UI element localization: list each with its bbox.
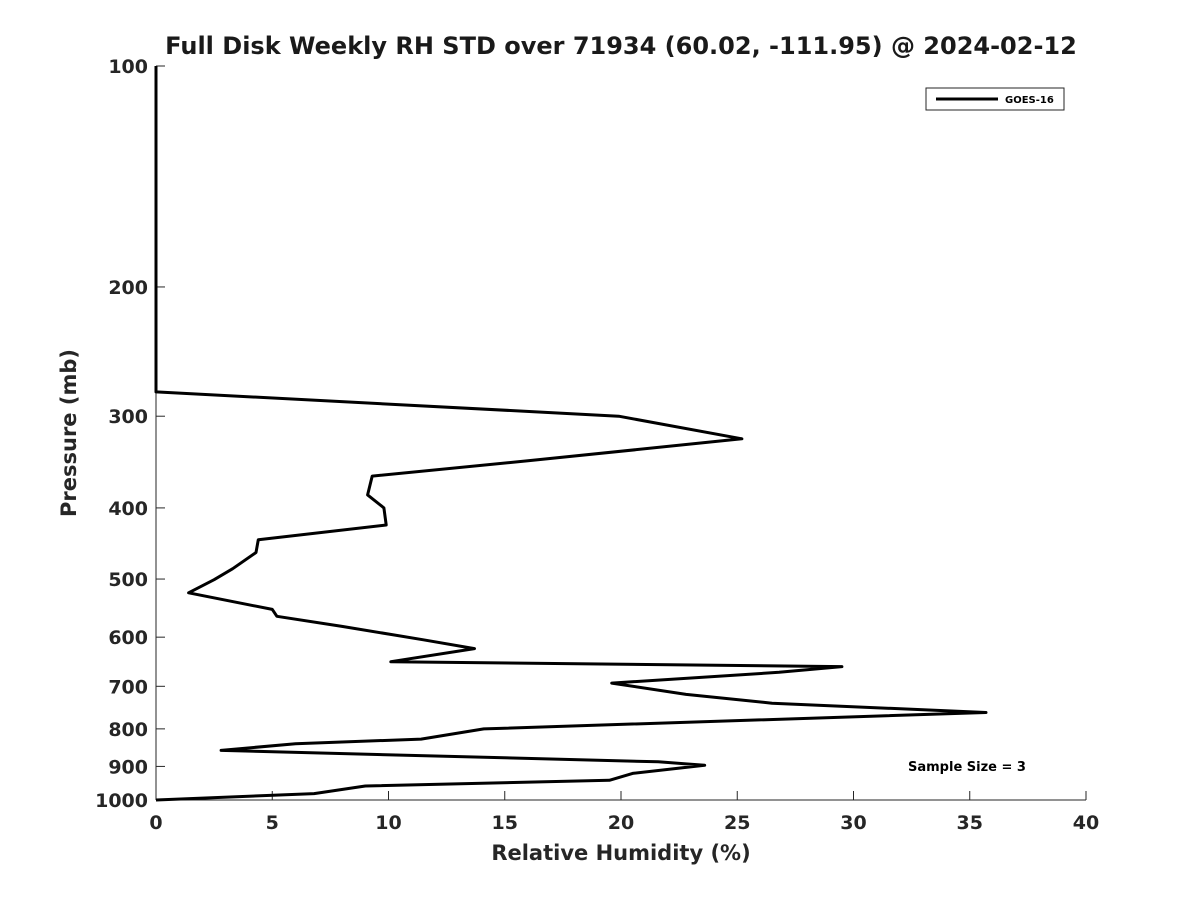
x-tick-label: 35 bbox=[957, 812, 983, 834]
y-tick-label: 200 bbox=[108, 277, 148, 299]
y-tick-label: 1000 bbox=[95, 790, 148, 812]
y-tick-label: 500 bbox=[108, 569, 148, 591]
x-tick-label: 5 bbox=[266, 812, 279, 834]
legend: GOES-16 bbox=[925, 87, 1065, 111]
sample-size-annotation: Sample Size = 3 bbox=[908, 760, 1026, 775]
y-ticks: 100 200 300 400 500 600 700 800 900 1000 bbox=[95, 56, 165, 812]
x-tick-label: 15 bbox=[492, 812, 518, 834]
y-tick-label: 600 bbox=[108, 627, 148, 649]
x-tick-label: 40 bbox=[1073, 812, 1099, 834]
x-tick-label: 20 bbox=[608, 812, 634, 834]
y-tick-label: 400 bbox=[108, 498, 148, 520]
x-tick-label: 10 bbox=[375, 812, 401, 834]
axes bbox=[155, 66, 1086, 801]
y-tick-label: 100 bbox=[108, 56, 148, 78]
y-tick-label: 900 bbox=[108, 756, 148, 778]
x-axis-label: Relative Humidity (%) bbox=[491, 841, 750, 865]
legend-label-goes-16: GOES-16 bbox=[1005, 95, 1054, 106]
y-tick-label: 800 bbox=[108, 719, 148, 741]
chart-title: Full Disk Weekly RH STD over 71934 (60.0… bbox=[165, 32, 1077, 60]
x-tick-label: 0 bbox=[149, 812, 162, 834]
y-tick-label: 300 bbox=[108, 406, 148, 428]
series-layer bbox=[154, 66, 988, 802]
x-tick-label: 25 bbox=[724, 812, 750, 834]
y-axis-label: Pressure (mb) bbox=[57, 349, 81, 517]
series-line-goes-16 bbox=[154, 66, 988, 802]
x-tick-label: 30 bbox=[840, 812, 866, 834]
y-tick-label: 700 bbox=[108, 676, 148, 698]
x-ticks: 0 5 10 15 20 25 30 35 40 bbox=[149, 791, 1099, 834]
